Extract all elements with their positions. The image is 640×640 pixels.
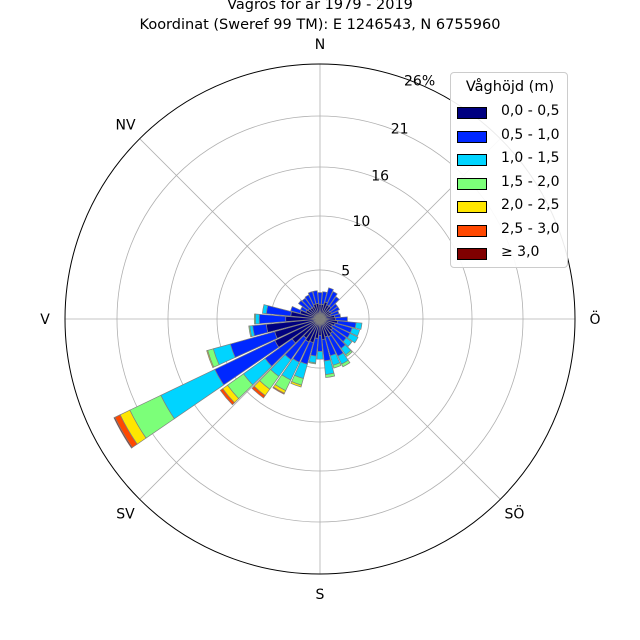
wave-bar-segment <box>304 294 315 309</box>
wave-bar-segment <box>307 291 317 306</box>
radial-tick-label: 21 <box>391 121 409 137</box>
legend-item: 2,5 - 3,0 <box>457 220 567 241</box>
wave-bar-segment <box>354 322 363 330</box>
wave-bar-segment <box>301 297 313 310</box>
wave-bar-segment <box>290 305 302 314</box>
chart-subtitle: Koordinat (Sweref 99 TM): E 1246543, N 6… <box>139 17 501 33</box>
compass-label: V <box>40 312 50 328</box>
wave-bar-segment <box>160 368 225 420</box>
wave-bar-segment <box>329 310 340 317</box>
legend: Våghöjd (m) 0,0 - 0,5 0,5 - 1,0 1,0 - 1,5 1… <box>450 72 568 268</box>
legend-swatch <box>457 177 487 190</box>
wave-bar-segment <box>326 291 338 307</box>
wave-bar-segment <box>300 306 308 313</box>
wave-bar-segment <box>327 303 339 313</box>
wave-bar-segment <box>206 349 215 369</box>
wave-bar-segment <box>290 381 302 388</box>
radial-tick-label: 26% <box>404 73 435 89</box>
legend-swatch <box>457 154 487 166</box>
legend-label: 0,0 - 0,5 <box>501 103 560 119</box>
wave-bar-segment <box>333 313 341 318</box>
wave-bar-segment <box>113 416 133 449</box>
wave-bar-segment <box>321 291 328 306</box>
legend-item: ≥ 3,0 <box>457 244 567 264</box>
legend-item: 1,5 - 2,0 <box>457 173 567 194</box>
wave-bar-segment <box>341 359 351 368</box>
legend-label: 1,0 - 1,5 <box>501 150 560 166</box>
wave-bar-segment <box>330 306 340 314</box>
legend-label: 2,0 - 2,5 <box>501 197 560 213</box>
wave-bar-segment <box>265 305 292 317</box>
wave-bar-segment <box>248 325 253 338</box>
legend-label: 2,5 - 3,0 <box>501 220 560 237</box>
radial-tick-label: 16 <box>371 169 389 185</box>
compass-label: N <box>315 37 325 53</box>
legend-item: 2,0 - 2,5 <box>457 197 567 217</box>
wave-bar-segment <box>317 292 323 305</box>
wave-bar-segment <box>324 287 334 304</box>
polar-frame <box>64 63 576 575</box>
wave-bar-segment <box>253 313 256 325</box>
legend-label: 0,5 - 1,0 <box>501 126 560 143</box>
legend-item: 0,0 - 0,5 <box>457 103 567 123</box>
wave-bar-segment <box>325 372 336 378</box>
legend-swatch <box>457 224 487 237</box>
chart-title: Vågros för år 1979 - 2019 <box>227 0 413 13</box>
radial-tick-label: 10 <box>352 214 370 230</box>
radial-tick-label: 5 <box>341 264 350 280</box>
legend-swatch <box>457 201 487 213</box>
legend-item: 0,5 - 1,0 <box>457 126 567 147</box>
wave-bar-segment <box>347 332 359 344</box>
compass-label: S <box>316 587 325 603</box>
wave-bar-segment <box>349 327 361 337</box>
angular-grid-line <box>139 138 321 320</box>
compass-label: NV <box>116 118 136 134</box>
compass-label: SÖ <box>505 504 525 522</box>
legend-label: ≥ 3,0 <box>501 244 540 260</box>
wave-bar-segment <box>272 386 285 395</box>
angular-grid-line <box>139 318 321 500</box>
wave-bar-segment <box>258 313 287 325</box>
wave-bar-segment <box>251 385 266 399</box>
legend-swatch <box>457 130 487 143</box>
compass-label: Ö <box>589 310 600 328</box>
legend-swatch <box>457 248 487 260</box>
wave-bar-segment <box>328 296 340 309</box>
legend-swatch <box>457 107 487 119</box>
wave-bar-segment <box>332 362 342 369</box>
legend-item: 1,0 - 1,5 <box>457 150 567 170</box>
wave-bar-segment <box>219 388 236 406</box>
compass-label: SV <box>116 506 135 522</box>
wave-bar-segment <box>312 290 319 305</box>
wave-bar-segment <box>254 313 260 325</box>
wave-bar-segment <box>335 316 348 322</box>
angular-grid-line <box>319 318 501 500</box>
legend-title: Våghöjd (m) <box>465 79 555 95</box>
wave-bar-segment <box>316 350 324 360</box>
legend-label: 1,5 - 2,0 <box>501 173 560 190</box>
wave-bar-segment <box>262 304 269 315</box>
wave-bar-segment <box>308 361 317 365</box>
wave-bar-segment <box>342 337 353 347</box>
wave-bar-segment <box>345 350 353 357</box>
wave-bar-segment <box>297 299 310 311</box>
